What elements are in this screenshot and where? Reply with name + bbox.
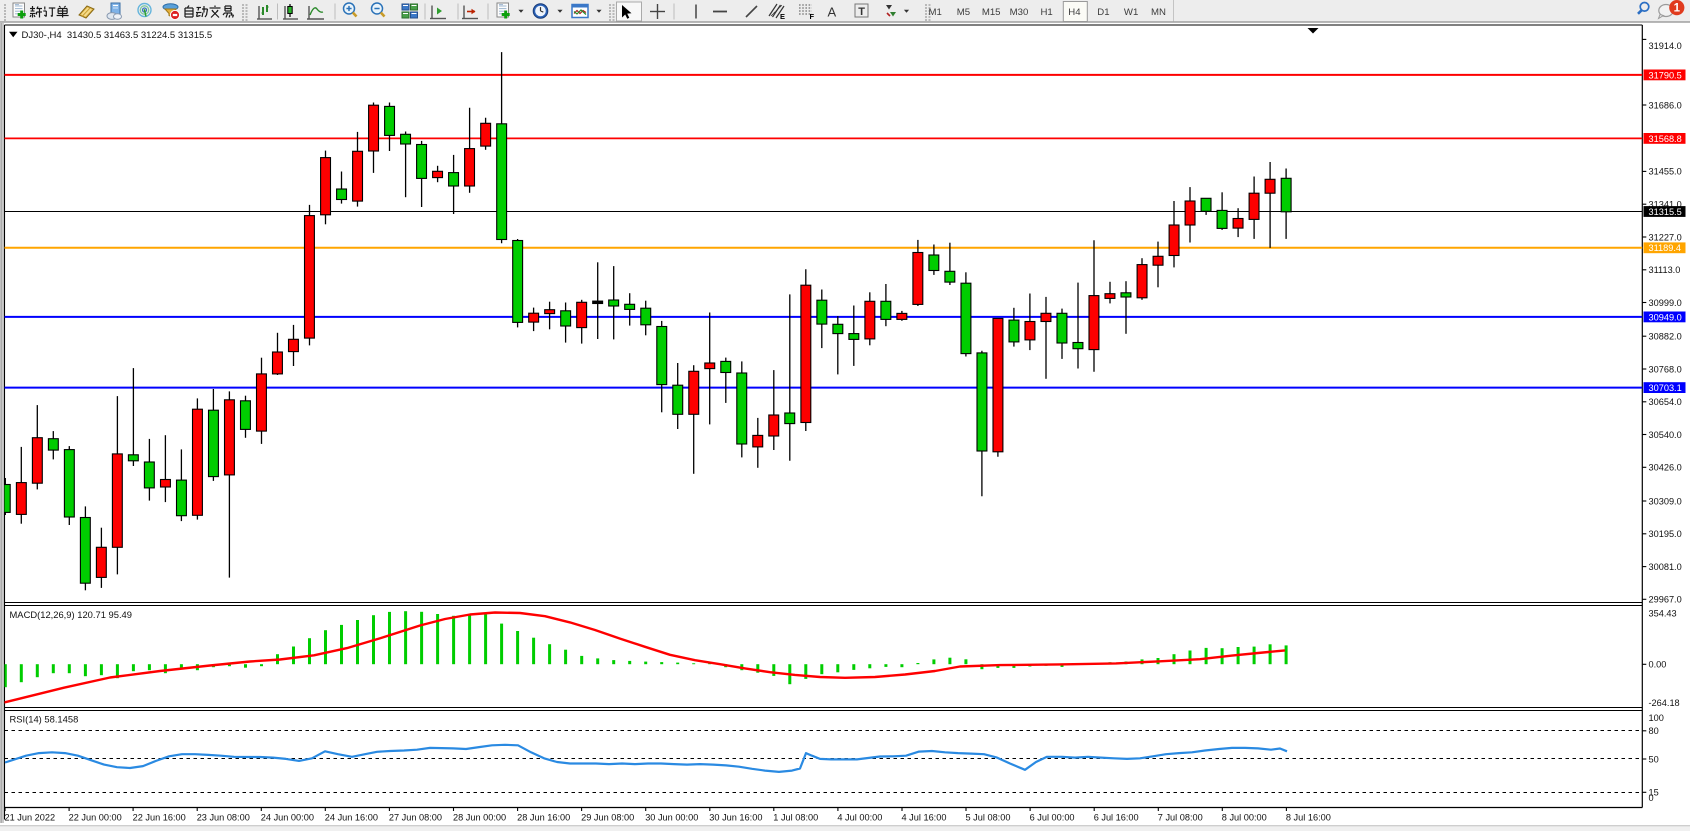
svg-text:30309.0: 30309.0 <box>1649 496 1682 506</box>
svg-text:7 Jul 08:00: 7 Jul 08:00 <box>1158 813 1203 823</box>
svg-text:H1: H1 <box>1040 7 1052 18</box>
svg-text:27 Jun 08:00: 27 Jun 08:00 <box>389 813 442 823</box>
svg-text:D1: D1 <box>1097 7 1109 18</box>
svg-text:30882.0: 30882.0 <box>1649 332 1682 342</box>
svg-text:30949.0: 30949.0 <box>1649 312 1682 322</box>
svg-text:0: 0 <box>1649 793 1654 803</box>
svg-text:8 Jul 00:00: 8 Jul 00:00 <box>1222 813 1267 823</box>
svg-text:31341.0: 31341.0 <box>1649 200 1682 210</box>
svg-text:1: 1 <box>1674 3 1681 15</box>
svg-text:6 Jul 00:00: 6 Jul 00:00 <box>1030 813 1075 823</box>
svg-text:29967.0: 29967.0 <box>1649 595 1682 605</box>
svg-text:30081.0: 30081.0 <box>1649 562 1682 572</box>
svg-text:354.43: 354.43 <box>1649 608 1677 618</box>
svg-text:30426.0: 30426.0 <box>1649 463 1682 473</box>
svg-text:A: A <box>828 5 837 20</box>
svg-text:MN: MN <box>1151 7 1166 18</box>
svg-text:30540.0: 30540.0 <box>1649 430 1682 440</box>
svg-text:30703.1: 30703.1 <box>1649 383 1682 393</box>
svg-text:30768.0: 30768.0 <box>1649 364 1682 374</box>
svg-text:M15: M15 <box>982 7 1001 18</box>
svg-text:30 Jun 00:00: 30 Jun 00:00 <box>645 813 698 823</box>
svg-text:31914.0: 31914.0 <box>1649 41 1682 51</box>
svg-text:30999.0: 30999.0 <box>1649 298 1682 308</box>
svg-text:31790.5: 31790.5 <box>1649 70 1682 80</box>
svg-text:M5: M5 <box>957 7 970 18</box>
svg-text:28 Jun 16:00: 28 Jun 16:00 <box>517 813 570 823</box>
svg-text:F: F <box>810 12 815 21</box>
svg-text:100: 100 <box>1649 713 1664 723</box>
svg-text:1 Jul 08:00: 1 Jul 08:00 <box>773 813 818 823</box>
svg-text:22 Jun 00:00: 22 Jun 00:00 <box>69 813 122 823</box>
svg-text:80: 80 <box>1649 726 1659 736</box>
svg-text:8 Jul 16:00: 8 Jul 16:00 <box>1286 813 1331 823</box>
svg-text:29 Jun 08:00: 29 Jun 08:00 <box>581 813 634 823</box>
svg-text:28 Jun 00:00: 28 Jun 00:00 <box>453 813 506 823</box>
svg-text:24 Jun 00:00: 24 Jun 00:00 <box>261 813 314 823</box>
svg-text:31455.0: 31455.0 <box>1649 167 1682 177</box>
svg-text:31189.4: 31189.4 <box>1649 243 1682 253</box>
svg-text:M30: M30 <box>1010 7 1029 18</box>
svg-text:23 Jun 08:00: 23 Jun 08:00 <box>197 813 250 823</box>
svg-text:50: 50 <box>1649 754 1659 764</box>
svg-text:31227.0: 31227.0 <box>1649 232 1682 242</box>
svg-text:4 Jul 16:00: 4 Jul 16:00 <box>902 813 947 823</box>
svg-text:-264.18: -264.18 <box>1649 698 1680 708</box>
svg-text:21 Jun 2022: 21 Jun 2022 <box>5 813 56 823</box>
svg-text:30654.0: 30654.0 <box>1649 397 1682 407</box>
svg-text:4 Jul 00:00: 4 Jul 00:00 <box>837 813 882 823</box>
svg-text:RSI(14) 58.1458: RSI(14) 58.1458 <box>10 713 79 724</box>
svg-text:T: T <box>858 6 865 18</box>
svg-text:30 Jun 16:00: 30 Jun 16:00 <box>709 813 762 823</box>
svg-text:DJ30-,H4 31430.5 31463.5 3122: DJ30-,H4 31430.5 31463.5 31224.5 31315.5 <box>22 30 213 41</box>
svg-text:22 Jun 16:00: 22 Jun 16:00 <box>133 813 186 823</box>
svg-text:W1: W1 <box>1124 7 1138 18</box>
svg-text:31113.0: 31113.0 <box>1649 265 1681 275</box>
svg-text:31568.8: 31568.8 <box>1649 134 1682 144</box>
svg-text:6 Jul 16:00: 6 Jul 16:00 <box>1094 813 1139 823</box>
svg-text:MACD(12,26,9) 120.71 95.49: MACD(12,26,9) 120.71 95.49 <box>10 609 132 620</box>
svg-text:0.00: 0.00 <box>1649 660 1667 670</box>
svg-text:M1: M1 <box>929 7 942 18</box>
svg-text:31315.5: 31315.5 <box>1649 207 1682 217</box>
svg-text:E: E <box>780 12 785 21</box>
svg-text:H4: H4 <box>1068 7 1081 18</box>
svg-text:15: 15 <box>1649 788 1659 798</box>
svg-text:31686.0: 31686.0 <box>1649 100 1682 110</box>
svg-text:24 Jun 16:00: 24 Jun 16:00 <box>325 813 378 823</box>
svg-text:5 Jul 08:00: 5 Jul 08:00 <box>966 813 1011 823</box>
svg-text:30195.0: 30195.0 <box>1649 529 1682 539</box>
